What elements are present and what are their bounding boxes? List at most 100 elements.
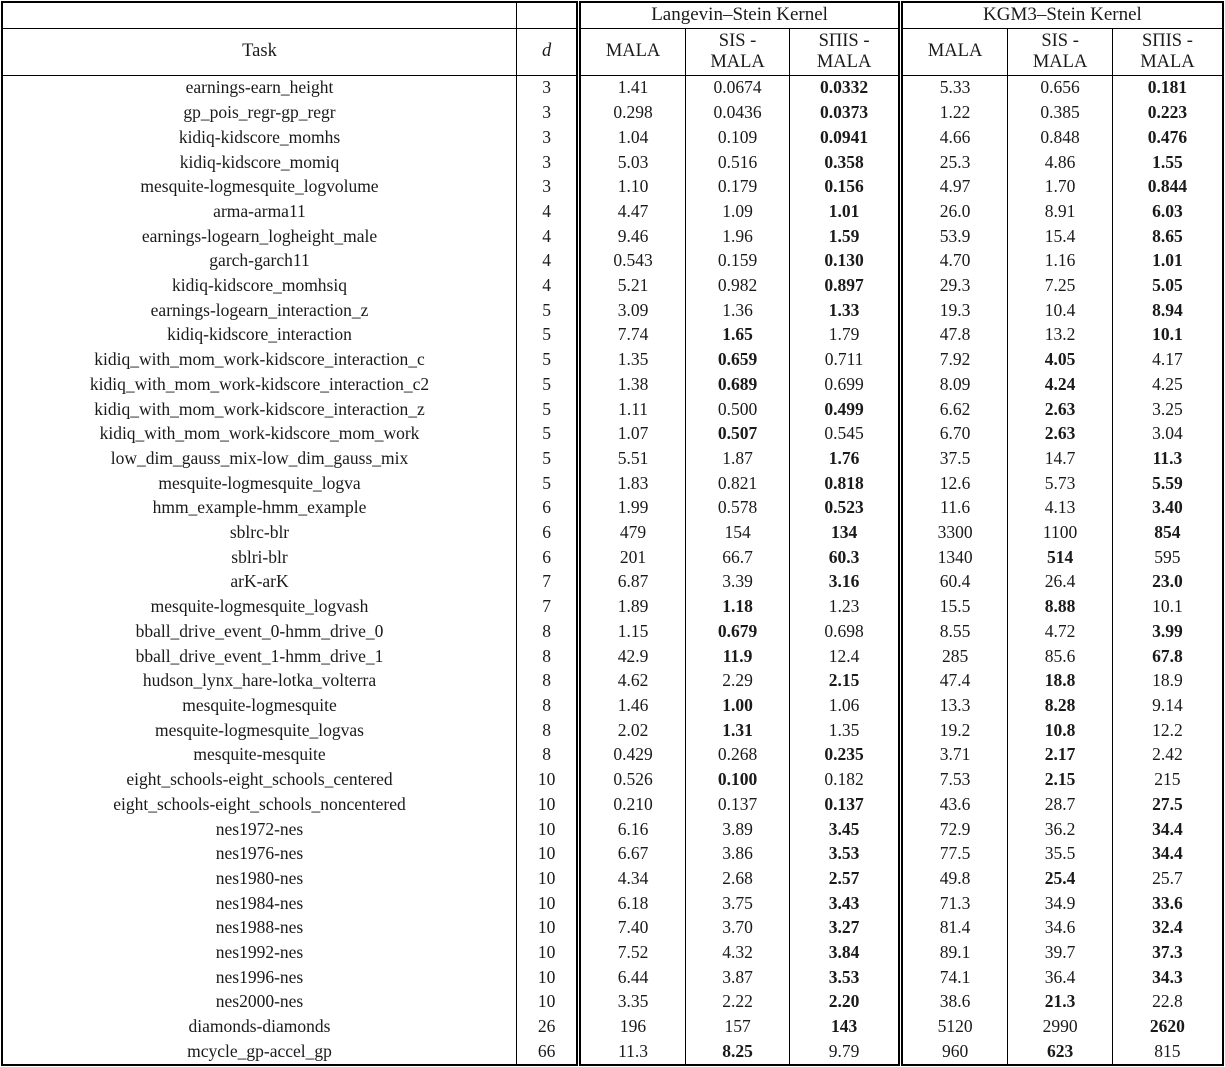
task-cell: arK-arK: [2, 569, 517, 595]
value-cell: 0.179: [685, 174, 791, 200]
dimension-cell: 8: [542, 744, 552, 765]
value-cell: 0.545: [824, 423, 864, 444]
value-cell: 4.17: [1152, 349, 1183, 370]
value-cell: 19.3: [897, 297, 1009, 323]
dimension-cell: 4: [542, 250, 552, 271]
value-cell: 47.4: [897, 668, 1009, 694]
value-cell: 39.7: [1007, 940, 1113, 965]
value-cell: 4.34: [576, 866, 686, 891]
task-cell: kidiq_with_mom_work-kidscore_interaction…: [2, 347, 517, 373]
dimension-cell: 4: [542, 275, 552, 296]
dimension-cell: 10: [537, 793, 556, 814]
empty-d-header-cell: [516, 2, 579, 29]
task-cell: nes1980-nes: [2, 866, 517, 891]
value-cell: 2.20: [828, 991, 860, 1012]
task-cell: mesquite-logmesquite_logvash: [2, 594, 517, 620]
value-cell: 2.63: [1007, 421, 1113, 447]
header-line: SIS -: [1041, 30, 1079, 51]
value-cell: 4.25: [1152, 373, 1183, 394]
task-cell: kidiq_with_mom_work-kidscore_mom_work: [2, 421, 517, 447]
value-cell: 37.3: [1152, 942, 1183, 963]
dimension-cell: 3: [542, 176, 552, 197]
ls-mala-column-header: MALA: [576, 28, 686, 76]
value-cell: 2.02: [576, 717, 686, 743]
dimension-cell: 4: [542, 225, 552, 246]
table-header: Langevin–Stein Kernel KGM3–Stein Kernel …: [2, 2, 1223, 76]
value-cell: 0.526: [576, 767, 686, 792]
task-cell: eight_schools-eight_schools_centered: [2, 767, 517, 792]
table-row: kidiq-kidscore_momhs 3 1.04 0.109 0.0941 4.66…: [2, 124, 1223, 150]
value-cell: 32.4: [1152, 917, 1183, 938]
value-cell: 77.5: [897, 841, 1009, 867]
value-cell: 14.7: [1007, 446, 1113, 471]
value-cell: 43.6: [897, 791, 1009, 817]
dimension-cell: 10: [537, 942, 556, 963]
value-cell: 5.21: [576, 273, 686, 298]
value-cell: 3.53: [828, 843, 860, 864]
value-cell: 72.9: [897, 816, 1009, 842]
value-cell: 0.298: [576, 100, 686, 125]
value-cell: 0.848: [1007, 124, 1113, 150]
task-cell: hudson_lynx_hare-lotka_volterra: [2, 668, 517, 694]
value-cell: 47.8: [897, 322, 1009, 348]
kernel-group-header-row: Langevin–Stein Kernel KGM3–Stein Kernel: [2, 2, 1223, 29]
value-cell: 3.43: [828, 892, 860, 913]
dimension-cell: 5: [542, 324, 552, 345]
value-cell: 0.818: [824, 472, 864, 493]
value-cell: 29.3: [897, 273, 1009, 298]
value-cell: 7.53: [897, 767, 1009, 792]
value-cell: 10.8: [1007, 717, 1113, 743]
value-cell: 11.3: [1152, 447, 1183, 468]
value-cell: 8.91: [1007, 199, 1113, 224]
value-cell: 0.182: [824, 769, 864, 790]
value-cell: 595: [1154, 546, 1181, 567]
value-cell: 0.137: [685, 791, 791, 817]
value-cell: 25.7: [1152, 867, 1183, 888]
table-row: earnings-earn_height 3 1.41 0.0674 0.0332 5.3…: [2, 75, 1223, 101]
dimension-cell: 5: [542, 349, 552, 370]
value-cell: 3.84: [828, 942, 860, 963]
value-cell: 36.4: [1007, 964, 1113, 990]
value-cell: 1.83: [576, 470, 686, 496]
value-cell: 1.89: [576, 594, 686, 620]
ls-sis-mala-column-header: SIS - MALA: [685, 28, 791, 76]
table-row: earnings-logearn_interaction_z 5 3.09 1.36 1…: [2, 297, 1223, 323]
value-cell: 154: [685, 520, 791, 545]
table-row: kidiq-kidscore_interaction 5 7.74 1.65 1.79 4…: [2, 322, 1223, 348]
value-cell: 143: [830, 1016, 858, 1037]
value-cell: 0.0373: [820, 102, 869, 123]
value-cell: 1.99: [576, 495, 686, 521]
value-cell: 7.92: [897, 347, 1009, 373]
value-cell: 3.09: [576, 297, 686, 323]
value-cell: 960: [897, 1039, 1009, 1065]
table-row: eight_schools-eight_schools_centered 10 0.…: [2, 767, 1223, 792]
value-cell: 18.9: [1152, 670, 1183, 691]
d-column-header: d: [516, 28, 579, 76]
value-cell: 49.8: [897, 866, 1009, 891]
value-cell: 89.1: [897, 940, 1009, 965]
value-cell: 26.4: [1007, 569, 1113, 595]
value-cell: 18.8: [1007, 668, 1113, 694]
value-cell: 0.429: [576, 742, 686, 768]
value-cell: 4.97: [897, 174, 1009, 200]
value-cell: 1340: [897, 544, 1009, 570]
task-cell: nes1972-nes: [2, 816, 517, 842]
dimension-cell: 8: [542, 670, 552, 691]
value-cell: 815: [1154, 1041, 1181, 1061]
table-body: earnings-earn_height 3 1.41 0.0674 0.0332 5.3…: [2, 75, 1223, 1065]
table-row: arma-arma11 4 4.47 1.09 1.01 26.0 8.91 6.03: [2, 199, 1223, 224]
value-cell: 0.0436: [685, 100, 791, 125]
value-cell: 0.982: [685, 273, 791, 298]
dimension-cell: 10: [537, 769, 556, 790]
value-cell: 2.17: [1007, 742, 1113, 768]
task-cell: kidiq-kidscore_interaction: [2, 322, 517, 348]
task-cell: kidiq-kidscore_momhs: [2, 124, 517, 150]
table-row: mesquite-logmesquite_logvolume 3 1.10 0.179…: [2, 174, 1223, 200]
value-cell: 3.27: [828, 917, 860, 938]
dimension-cell: 10: [537, 991, 556, 1012]
table-row: nes1976-nes 10 6.67 3.86 3.53 77.5 35.5 34.4: [2, 841, 1223, 867]
value-cell: 1.76: [828, 447, 860, 468]
table-row: mcycle_gp-accel_gp 66 11.3 8.25 9.79 960 623 81…: [2, 1039, 1223, 1065]
value-cell: 4.66: [897, 124, 1009, 150]
task-cell: mesquite-logmesquite_logva: [2, 470, 517, 496]
